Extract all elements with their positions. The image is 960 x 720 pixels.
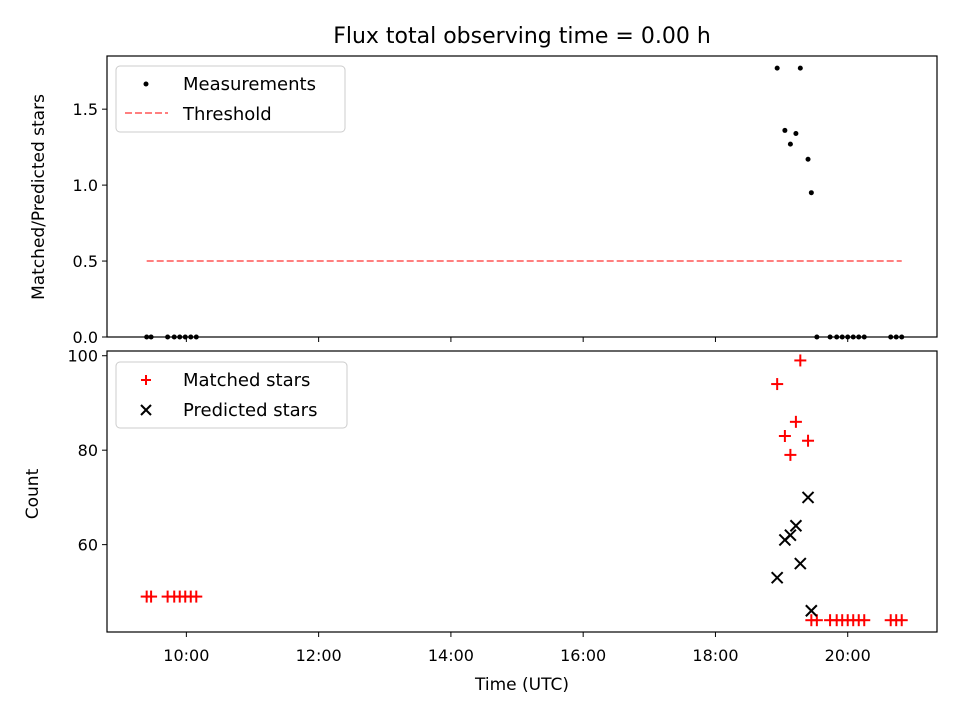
matched-stars-point bbox=[794, 354, 807, 367]
legend-label-matched-stars: Matched stars bbox=[183, 370, 310, 391]
predicted-stars-point bbox=[784, 528, 797, 542]
matched-stars-point bbox=[145, 590, 158, 603]
predicted-stars-point bbox=[805, 604, 818, 617]
bottom-plot-frame bbox=[106, 350, 938, 633]
top-legend: Measurements Threshold bbox=[115, 65, 346, 133]
top-plot-frame bbox=[106, 55, 938, 338]
top-legend-box bbox=[115, 65, 346, 133]
matched-stars-point bbox=[895, 614, 908, 627]
legend-marker-matched-stars bbox=[141, 375, 151, 385]
x-tick-label: 12:00 bbox=[296, 646, 342, 665]
bottom-legend-box bbox=[115, 361, 348, 429]
top-y-axis-label: Matched/Predicted stars bbox=[29, 94, 49, 300]
legend-label-measurements: Measurements bbox=[183, 74, 316, 95]
x-stroke-b bbox=[789, 519, 803, 532]
measurements-point bbox=[808, 190, 814, 196]
legend-label-threshold: Threshold bbox=[182, 104, 272, 125]
y-tick-label: 1.5 bbox=[73, 100, 98, 119]
matched-stars-point bbox=[778, 430, 791, 443]
matched-stars-point bbox=[771, 378, 784, 391]
x-stroke-b bbox=[770, 571, 784, 584]
x-tick-label: 10:00 bbox=[163, 646, 209, 665]
x-tick-label: 14:00 bbox=[428, 646, 474, 665]
matched-stars-point bbox=[802, 434, 815, 447]
x-tick-label: 16:00 bbox=[560, 646, 606, 665]
matched-stars-point bbox=[784, 448, 797, 461]
legend-marker-measurements bbox=[143, 81, 149, 87]
y-tick-label: 80 bbox=[78, 441, 98, 460]
bottom-legend: Matched stars Predicted stars bbox=[115, 361, 348, 429]
matched-stars-point bbox=[789, 415, 802, 428]
x-tick-label: 20:00 bbox=[825, 646, 871, 665]
bottom-panel: 60 80 100 10:00 12:00 14:00 16:00 18:00 20:00 C… bbox=[23, 347, 938, 695]
measurements-point bbox=[805, 156, 811, 162]
x-stroke-b bbox=[801, 491, 815, 504]
matched-stars-point bbox=[190, 590, 203, 603]
y-tick-label: 1.0 bbox=[73, 176, 98, 195]
x-stroke-b bbox=[805, 604, 818, 617]
measurements-point bbox=[782, 127, 788, 133]
top-panel: 0.0 0.5 1.0 1.5 Matched/Predicted stars Mea… bbox=[29, 55, 938, 347]
y-tick-label: 100 bbox=[67, 347, 98, 366]
measurements-point bbox=[797, 65, 803, 71]
chart-title: Flux total observing time = 0.00 h bbox=[333, 24, 711, 49]
x-axis-label: Time (UTC) bbox=[474, 675, 569, 695]
y-tick-label: 0.5 bbox=[73, 252, 98, 271]
predicted-stars-point bbox=[794, 557, 807, 570]
bottom-y-axis-label: Count bbox=[23, 468, 43, 519]
x-tick-label: 18:00 bbox=[692, 646, 738, 665]
y-tick-label: 60 bbox=[78, 536, 98, 555]
measurements-point bbox=[774, 65, 780, 71]
x-stroke-b bbox=[784, 528, 797, 542]
legend-marker-predicted-stars bbox=[140, 404, 152, 416]
matched-stars-point bbox=[858, 614, 871, 627]
predicted-stars-point bbox=[801, 491, 815, 504]
x-stroke-b bbox=[794, 557, 807, 570]
predicted-stars-point bbox=[770, 571, 784, 584]
predicted-stars-point bbox=[789, 519, 803, 532]
legend-label-predicted-stars: Predicted stars bbox=[183, 400, 317, 421]
measurements-point bbox=[787, 141, 793, 147]
measurements-point bbox=[793, 130, 799, 136]
y-tick-label: 0.0 bbox=[73, 328, 98, 347]
